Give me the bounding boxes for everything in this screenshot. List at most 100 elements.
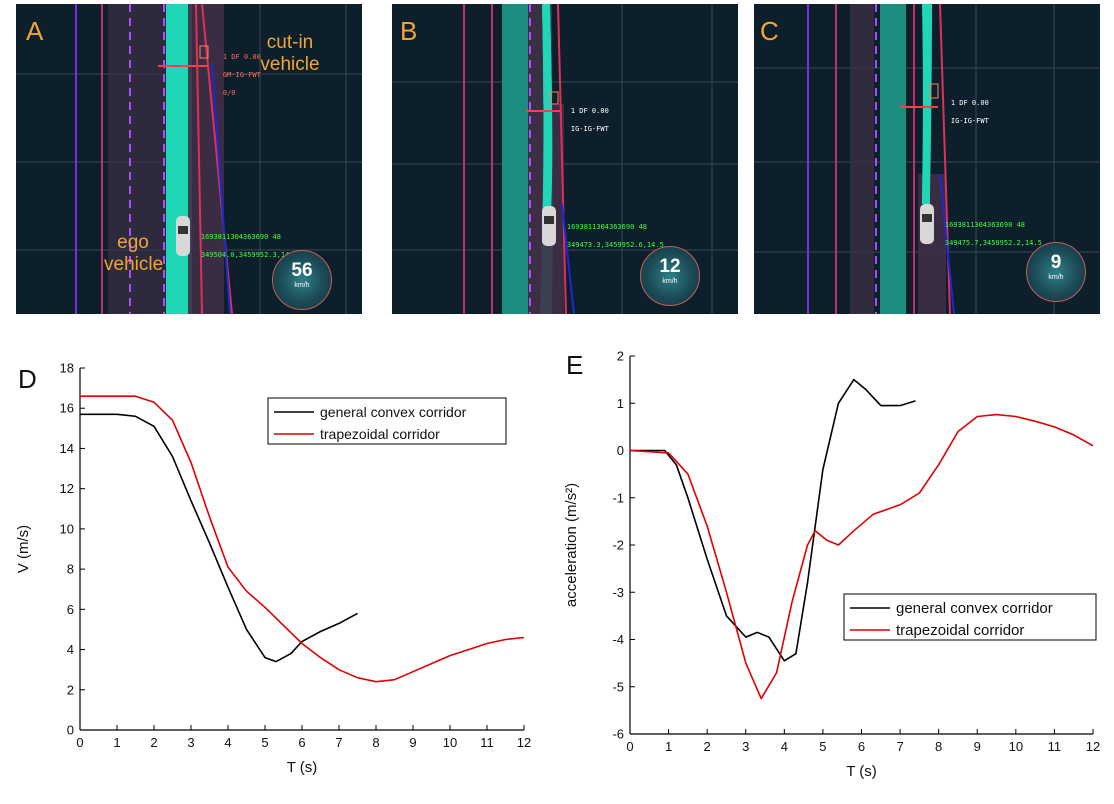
target-text-2: GM-IG-FWT	[222, 71, 261, 79]
target-text-2: IG-IG-FWT	[570, 125, 609, 133]
y-tick-label: 1	[617, 396, 624, 411]
sim-panel-c: 1 DF 0.00 IG-IG-FWT 1693811304363690 48 …	[754, 4, 1100, 314]
sim-view-a	[16, 4, 362, 314]
legend-label-1: general convex corridor	[320, 404, 467, 420]
series-line-2	[629, 413, 1094, 700]
panel-label: D	[18, 364, 37, 394]
speed-unit: km/h	[1048, 274, 1064, 281]
y-axis-title: V (m/s)	[15, 525, 32, 573]
y-tick-label: -1	[612, 490, 624, 505]
x-tick-label: 11	[1048, 739, 1062, 754]
y-tick-label: 10	[60, 521, 74, 536]
x-tick-label: 6	[858, 739, 865, 754]
y-tick-label: 0	[617, 443, 624, 458]
vehicle-coords: 349475.7,3459952.2,14.5	[944, 239, 1042, 247]
x-tick-label: 3	[187, 735, 194, 750]
target-text-2: IG-IG-FWT	[950, 117, 989, 125]
y-tick-label: 14	[60, 441, 74, 456]
x-tick-label: 10	[443, 735, 457, 750]
y-tick-label: -4	[612, 632, 624, 647]
vehicle-coords: 349473.3,3459952.6,14.5	[566, 241, 664, 249]
target-info-c: 1 DF 0.00 IG-IG-FWT	[934, 90, 989, 135]
x-tick-label: 1	[113, 735, 120, 750]
legend-box	[843, 593, 1097, 641]
sim-panel-a: 1 DF 0.00 GM-IG-FWT 0/0 1693811304363690…	[16, 4, 362, 314]
x-tick-label: 7	[896, 739, 903, 754]
speed-gauge-c: 9 km/h	[1026, 242, 1086, 302]
y-tick-label: -2	[612, 538, 624, 553]
target-text-1: 1 DF 0.00	[570, 107, 609, 115]
speed-value: 9	[1050, 252, 1062, 273]
y-tick-label: 4	[67, 642, 74, 657]
x-tick-label: 10	[1009, 739, 1023, 754]
legend-label-1: general convex corridor	[896, 600, 1053, 617]
x-tick-label: 4	[781, 739, 788, 754]
x-tick-label: 1	[665, 739, 672, 754]
series-line-2	[80, 395, 525, 683]
x-tick-label: 7	[335, 735, 342, 750]
vehicle-id: 1693811304363690 48	[944, 221, 1025, 229]
panel-label-b: B	[400, 16, 418, 46]
y-axis-title: acceleration (m/s²)	[563, 483, 580, 607]
x-tick-label: 0	[76, 735, 83, 750]
series-line-1	[80, 413, 358, 663]
x-tick-label: 2	[150, 735, 157, 750]
panel-label-c: C	[760, 16, 779, 46]
x-tick-label: 8	[372, 735, 379, 750]
panel-label: E	[566, 350, 583, 380]
vehicle-id: 1693811304363690 48	[200, 233, 281, 241]
speed-value: 56	[291, 260, 313, 281]
sim-view-b	[392, 4, 738, 314]
speed-gauge-a: 56 km/h	[272, 250, 332, 310]
y-tick-label: 18	[60, 361, 74, 376]
y-tick-label: -6	[612, 727, 624, 742]
sim-panel-b: 1 DF 0.00 IG-IG-FWT 1693811304363690 48 …	[392, 4, 738, 314]
target-text-1: 1 DF 0.00	[950, 99, 989, 107]
target-text-3: 0/0	[222, 89, 236, 97]
speed-unit: km/h	[662, 278, 678, 285]
x-tick-label: 0	[626, 739, 633, 754]
x-tick-label: 3	[742, 739, 749, 754]
x-tick-label: 5	[819, 739, 826, 754]
y-tick-label: 16	[60, 401, 74, 416]
x-tick-label: 5	[261, 735, 268, 750]
x-tick-label: 9	[409, 735, 416, 750]
series-line-1	[630, 378, 916, 662]
legend-label-2: trapezoidal corridor	[896, 622, 1024, 639]
target-info-a: 1 DF 0.00 GM-IG-FWT 0/0	[206, 44, 261, 107]
y-tick-label: 8	[67, 562, 74, 577]
y-tick-label: 6	[67, 602, 74, 617]
y-tick-label: 2	[67, 682, 74, 697]
x-tick-label: 11	[480, 735, 494, 750]
sim-view-c	[754, 4, 1100, 314]
y-tick-label: -5	[612, 679, 624, 694]
x-tick-label: 9	[974, 739, 981, 754]
x-tick-label: 4	[224, 735, 231, 750]
y-tick-label: 2	[617, 349, 624, 364]
annotation-cut-in-vehicle: cut-in vehicle	[260, 32, 320, 75]
x-tick-label: 6	[298, 735, 305, 750]
vehicle-coords: 349504.0,3459952.3,14.5	[200, 251, 298, 259]
x-axis-title: T (s)	[287, 759, 318, 776]
target-info-b: 1 DF 0.00 IG-IG-FWT	[554, 98, 609, 143]
y-tick-label: 0	[67, 723, 74, 738]
y-tick-label: 12	[60, 481, 74, 496]
x-tick-label: 12	[517, 735, 531, 750]
x-tick-label: 12	[1086, 739, 1100, 754]
annotation-ego-vehicle: ego vehicle	[104, 232, 164, 275]
x-tick-label: 2	[704, 739, 711, 754]
vehicle-info-a: 1693811304363690 48 349504.0,3459952.3,1…	[184, 224, 298, 269]
legend-box	[267, 397, 507, 445]
target-text-1: 1 DF 0.00	[222, 53, 261, 61]
vehicle-id: 1693811304363690 48	[566, 223, 647, 231]
speed-unit: km/h	[294, 282, 310, 289]
speed-gauge-b: 12 km/h	[640, 246, 700, 306]
vehicle-info-b: 1693811304363690 48 349473.3,3459952.6,1…	[550, 214, 664, 259]
x-tick-label: 8	[935, 739, 942, 754]
panel-label-a: A	[26, 16, 44, 46]
x-axis-title: T (s)	[846, 763, 877, 780]
y-tick-label: -3	[612, 585, 624, 600]
legend-label-2: trapezoidal corridor	[320, 426, 440, 442]
